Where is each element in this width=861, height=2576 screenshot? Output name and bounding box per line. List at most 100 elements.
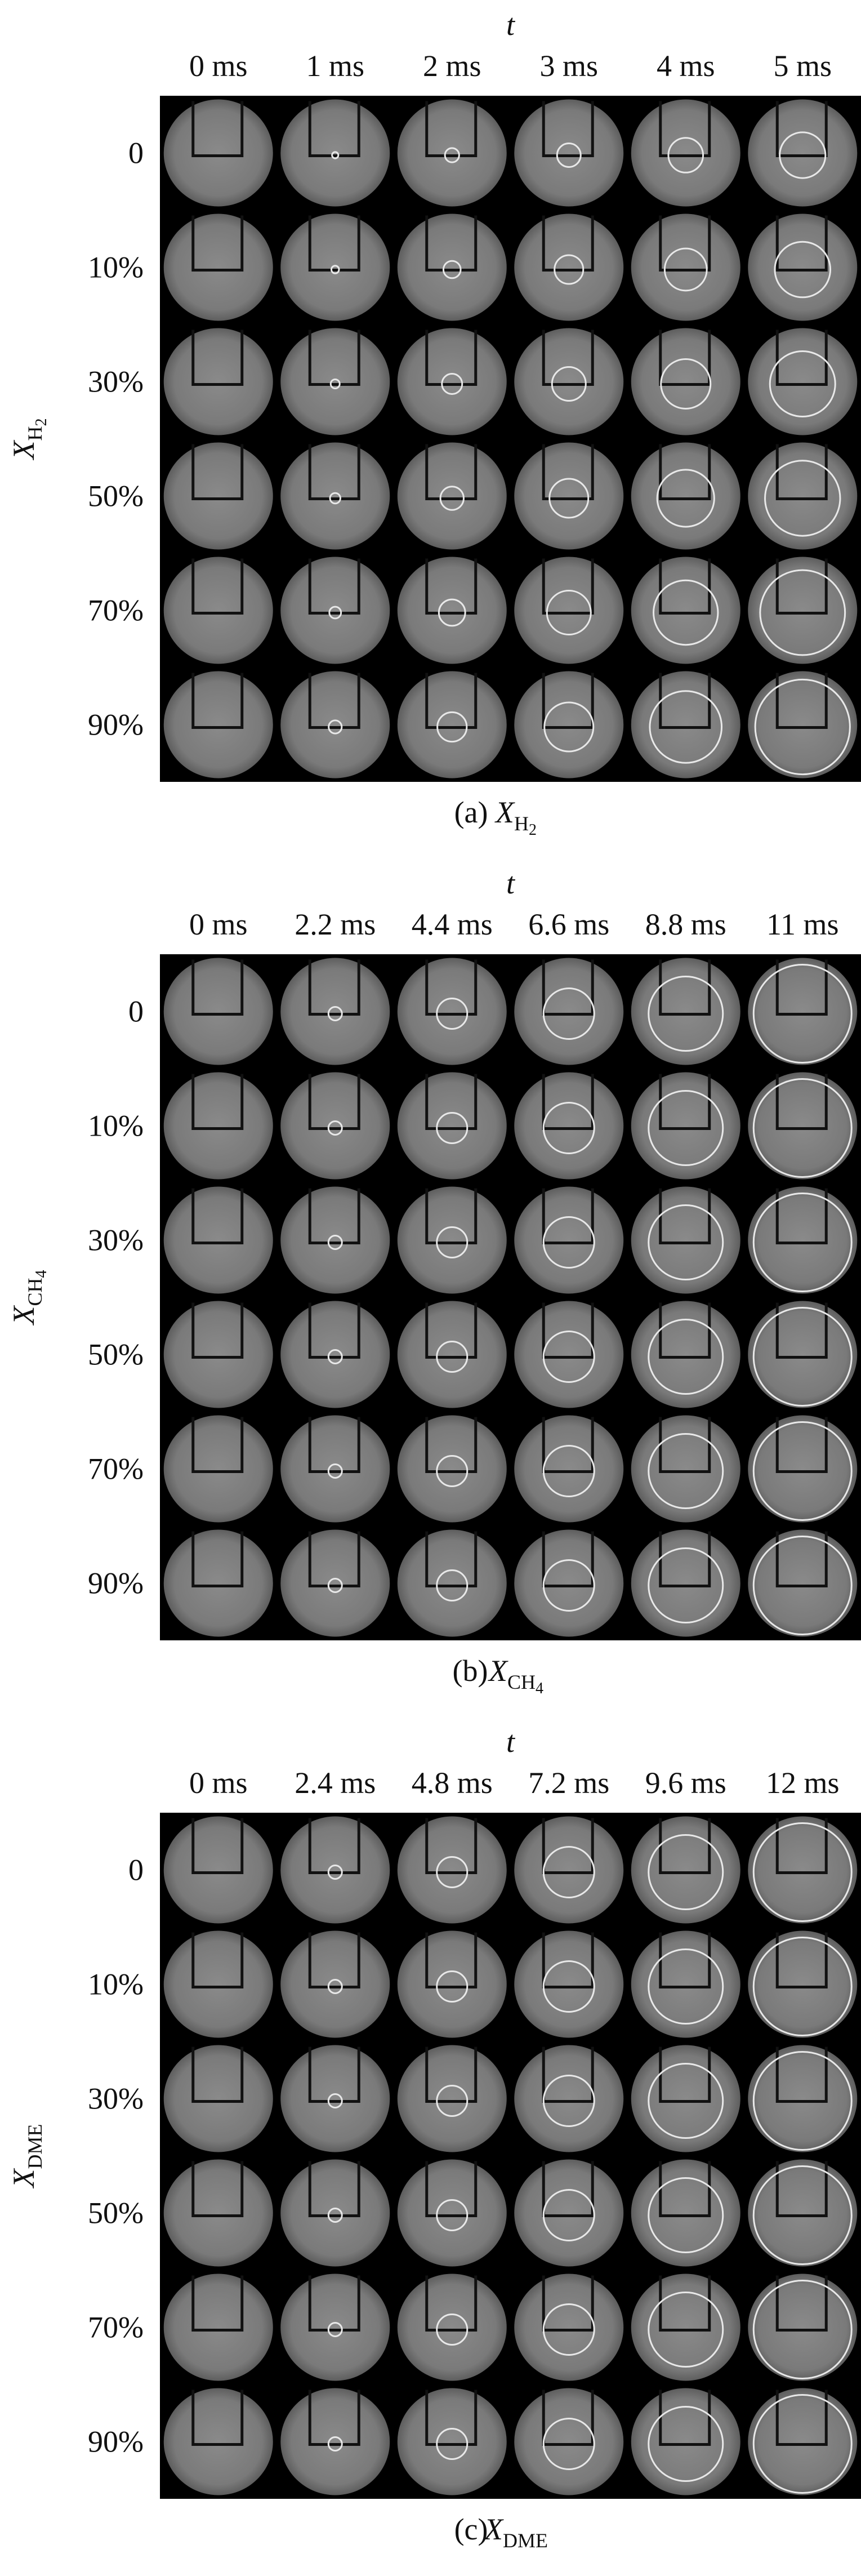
electrode-frame (425, 1818, 478, 1874)
schlieren-image (163, 958, 273, 1065)
chamber (163, 671, 273, 778)
electrode-frame (308, 215, 360, 272)
chamber (631, 1816, 740, 1924)
electrode-frame (308, 444, 360, 500)
chamber (748, 557, 858, 664)
flame-front (660, 358, 712, 410)
schlieren-image (397, 557, 507, 664)
flame-front (542, 2075, 595, 2127)
y-axis-label: XCH4 (7, 1270, 50, 1325)
chamber (748, 1816, 858, 1924)
chamber (631, 1415, 740, 1523)
flame-front (327, 2093, 343, 2108)
chamber (748, 213, 858, 321)
electrode-frame (425, 101, 478, 157)
schlieren-image (163, 2274, 273, 2381)
flame-front (546, 590, 592, 635)
chamber (748, 958, 858, 1065)
chamber (280, 1529, 390, 1637)
chamber (631, 958, 740, 1065)
flame-front (648, 2406, 724, 2482)
electrode-frame (308, 2275, 360, 2332)
flame-front (774, 241, 832, 299)
schlieren-image (631, 99, 740, 207)
electrode-frame (425, 1531, 478, 1587)
chamber (748, 1930, 858, 2038)
electrode-frame (542, 2046, 594, 2103)
schlieren-image (514, 2274, 624, 2381)
flame-front (779, 131, 827, 179)
schlieren-image (280, 328, 390, 435)
schlieren-image (397, 1072, 507, 1180)
flame-front (441, 373, 463, 395)
schlieren-image (514, 99, 624, 207)
flame-front (648, 1948, 724, 2025)
electrode-frame (191, 2161, 244, 2217)
symbol: X (7, 440, 41, 461)
chamber (397, 2274, 507, 2381)
row-label: 10% (88, 1109, 144, 1143)
flame-front (331, 151, 340, 159)
flame-front (656, 469, 715, 528)
schlieren-image (280, 99, 390, 207)
electrode-frame (425, 2161, 478, 2217)
schlieren-image (748, 1529, 858, 1637)
schlieren-image (748, 557, 858, 664)
flame-front (543, 701, 595, 753)
schlieren-image (397, 2045, 507, 2152)
electrode-frame (425, 1302, 478, 1359)
flame-front (436, 2085, 469, 2117)
panel: t 0 ms 2.2 ms 4.4 ms 6.6 ms 8.8 ms 11 ms 0 10% 30… (7, 866, 861, 1697)
flame-front (752, 1937, 853, 2036)
chamber (514, 442, 624, 550)
electrode-frame (542, 1531, 594, 1587)
chamber (163, 1186, 273, 1294)
electrode-frame (775, 1818, 828, 1874)
caption-symbol: XCH4 (488, 1654, 543, 1697)
schlieren-image (631, 328, 740, 435)
schlieren-image (163, 1930, 273, 2038)
chamber (163, 1072, 273, 1180)
chamber (397, 2388, 507, 2495)
flame-front (327, 1235, 343, 1250)
chamber (748, 1072, 858, 1180)
flame-front (648, 1547, 724, 1623)
schlieren-image (163, 557, 273, 664)
schlieren-image (748, 1186, 858, 1294)
chamber (280, 442, 390, 550)
chamber (748, 2045, 858, 2152)
electrode-frame (775, 1302, 828, 1359)
electrode-frame (659, 101, 711, 157)
chamber (280, 2388, 390, 2495)
column-label: 2.4 ms (295, 1766, 376, 1800)
column-label: 4.4 ms (412, 907, 493, 941)
schlieren-image (280, 1529, 390, 1637)
flame-front (542, 1445, 595, 1497)
schlieren-image (514, 2045, 624, 2152)
chamber (631, 328, 740, 435)
flame-front (327, 1463, 343, 1479)
schlieren-image (514, 1529, 624, 1637)
electrode-frame (308, 959, 360, 1016)
y-axis-label: XH2 (7, 419, 50, 461)
subscript: DME (503, 2529, 548, 2552)
schlieren-image (514, 2159, 624, 2267)
chamber (631, 1301, 740, 1408)
row-label: 50% (88, 1338, 144, 1372)
column-label: 6.6 ms (528, 907, 609, 941)
electrode-frame (542, 215, 594, 272)
chamber (397, 1816, 507, 1924)
electrode-frame (542, 1074, 594, 1130)
electrode-frame (659, 444, 711, 500)
row-label: 30% (88, 365, 144, 399)
flame-front (327, 1865, 343, 1880)
row-label: 50% (88, 479, 144, 513)
chamber (397, 213, 507, 321)
flame-front (754, 678, 851, 776)
flame-front (554, 254, 585, 285)
electrode-frame (542, 1417, 594, 1473)
flame-front (648, 1834, 724, 1910)
flame-front (759, 569, 846, 656)
electrode-frame (308, 1818, 360, 1874)
schlieren-image (748, 442, 858, 550)
